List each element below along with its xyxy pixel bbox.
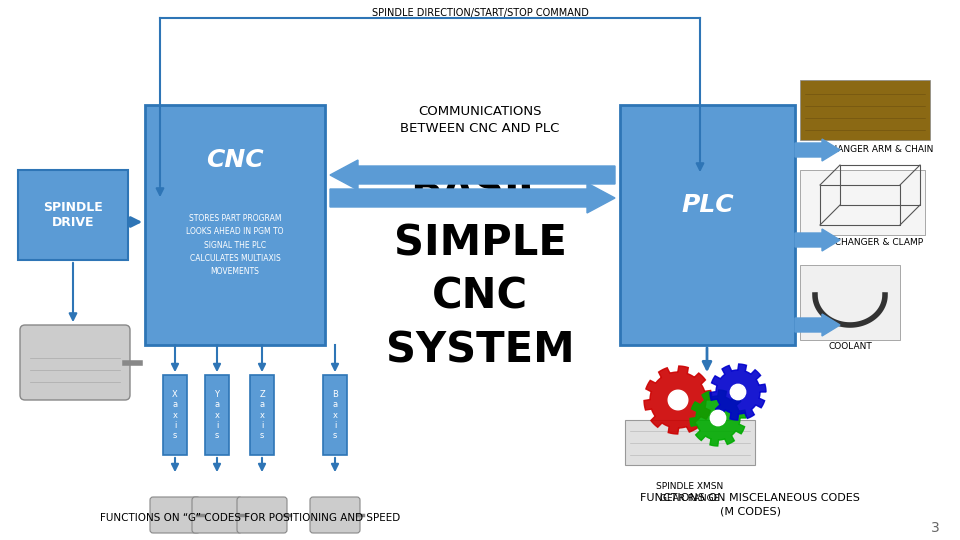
Text: Z
a
x
i
s: Z a x i s (259, 390, 265, 440)
FancyBboxPatch shape (620, 105, 795, 345)
Circle shape (731, 384, 746, 400)
FancyArrow shape (330, 160, 615, 190)
FancyBboxPatch shape (310, 497, 360, 533)
FancyBboxPatch shape (145, 105, 325, 345)
Text: FUNCTIONS ON “G” CODES FOR POSITIONING AND SPEED: FUNCTIONS ON “G” CODES FOR POSITIONING A… (100, 513, 400, 523)
FancyBboxPatch shape (205, 375, 229, 455)
Circle shape (668, 390, 687, 410)
Text: PLC: PLC (682, 193, 733, 217)
Text: Y
a
x
i
s: Y a x i s (214, 390, 220, 440)
Text: CNC: CNC (206, 148, 264, 172)
Polygon shape (690, 390, 746, 446)
FancyBboxPatch shape (250, 375, 274, 455)
Polygon shape (644, 366, 712, 434)
FancyBboxPatch shape (237, 497, 287, 533)
FancyBboxPatch shape (800, 80, 930, 140)
Text: COOLANT: COOLANT (828, 342, 872, 351)
FancyArrow shape (795, 139, 840, 161)
Text: 3: 3 (930, 521, 940, 535)
Text: SPINDLE
DRIVE: SPINDLE DRIVE (43, 201, 103, 229)
FancyArrow shape (330, 183, 615, 213)
Circle shape (710, 410, 726, 426)
FancyBboxPatch shape (18, 170, 128, 260)
FancyBboxPatch shape (323, 375, 347, 455)
FancyBboxPatch shape (192, 497, 242, 533)
FancyArrow shape (795, 229, 840, 251)
FancyBboxPatch shape (625, 420, 755, 465)
FancyBboxPatch shape (150, 497, 200, 533)
FancyArrow shape (795, 314, 840, 336)
Text: COMMUNICATIONS
BETWEEN CNC AND PLC: COMMUNICATIONS BETWEEN CNC AND PLC (400, 105, 560, 135)
FancyBboxPatch shape (800, 170, 925, 235)
FancyBboxPatch shape (163, 375, 187, 455)
Text: BASIC
SIMPLE
CNC
SYSTEM: BASIC SIMPLE CNC SYSTEM (386, 168, 574, 372)
Text: B
a
x
i
s: B a x i s (332, 390, 338, 440)
Text: STORES PART PROGRAM
LOOKS AHEAD IN PGM TO
SIGNAL THE PLC
CALCULATES MULTIAXIS
MO: STORES PART PROGRAM LOOKS AHEAD IN PGM T… (186, 214, 284, 276)
Text: X
a
x
i
s: X a x i s (172, 390, 178, 440)
FancyBboxPatch shape (20, 325, 130, 400)
Text: SPINDLE XMSN
GEAR RANGE: SPINDLE XMSN GEAR RANGE (657, 482, 724, 503)
Text: SPINDLE DIRECTION/START/STOP COMMAND: SPINDLE DIRECTION/START/STOP COMMAND (372, 8, 588, 18)
FancyBboxPatch shape (800, 265, 900, 340)
Text: FUNCTIONS ON MISCELANEOUS CODES
(M CODES): FUNCTIONS ON MISCELANEOUS CODES (M CODES… (640, 493, 860, 517)
Text: PALLET CHANGER & CLAMP: PALLET CHANGER & CLAMP (801, 238, 924, 247)
Polygon shape (710, 364, 766, 420)
Text: TOOL CHANGER ARM & CHAIN: TOOL CHANGER ARM & CHAIN (797, 145, 933, 154)
